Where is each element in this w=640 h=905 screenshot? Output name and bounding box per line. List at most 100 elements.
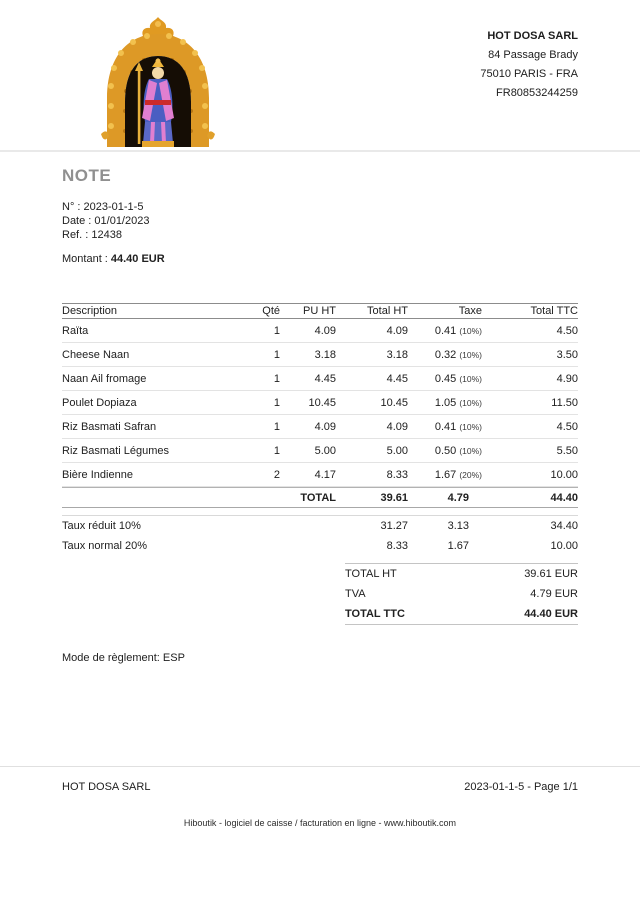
taxe-amount: 1.05 (434, 396, 457, 409)
cell-taxe: 1.67 (20%) (408, 469, 482, 481)
company-name: HOT DOSA SARL (487, 30, 578, 42)
grand-total-label: TOTAL TTC (345, 608, 405, 620)
header-pu-ht: PU HT (303, 305, 336, 317)
header-divider (0, 150, 640, 152)
grand-total-row-ttc: TOTAL TTC 44.40 EUR (345, 604, 578, 624)
document-ref-line: Ref. : 12438 (62, 229, 122, 241)
grand-total-value: 4.79 EUR (530, 588, 578, 600)
cell-pu-ht: 10.45 (308, 396, 336, 409)
cell-qty: 1 (273, 324, 280, 337)
table-row: Naan Ail fromage 1 4.45 4.45 0.45 (10%) … (62, 367, 578, 391)
cell-taxe: 1.05 (10%) (408, 397, 482, 409)
tax-summary-row: Taux réduit 10% 31.27 3.13 34.40 (62, 516, 578, 536)
cell-total-ht: 4.09 (386, 324, 408, 337)
cell-qty: 2 (273, 468, 280, 481)
cell-total-ht: 5.00 (386, 444, 408, 457)
document-date-line: Date : 01/01/2023 (62, 215, 150, 227)
tax-summary-section: Taux réduit 10% 31.27 3.13 34.40 Taux no… (62, 515, 578, 556)
cell-description: Poulet Dopiaza (62, 396, 137, 409)
tax-amount: 3.13 (447, 520, 469, 532)
footer-page-info: 2023-01-1-5 - Page 1/1 (464, 781, 578, 793)
taxe-amount: 0.45 (434, 372, 457, 385)
taxe-rate: (20%) (459, 469, 482, 480)
table-row: Poulet Dopiaza 1 10.45 10.45 1.05 (10%) … (62, 391, 578, 415)
footer-divider (0, 766, 640, 767)
total-ht-value: 39.61 (380, 491, 408, 504)
cell-qty: 1 (273, 420, 280, 433)
cell-total-ht: 4.09 (386, 420, 408, 433)
tax-total-ttc: 34.40 (550, 520, 578, 532)
cell-total-ht: 3.18 (386, 348, 408, 361)
company-vat-number: FR80853244259 (496, 87, 578, 99)
tax-amount: 1.67 (447, 540, 469, 552)
company-address-line1: 84 Passage Brady (488, 49, 578, 61)
table-row: Cheese Naan 1 3.18 3.18 0.32 (10%) 3.50 (62, 343, 578, 367)
taxe-amount: 0.32 (434, 348, 457, 361)
header-total-ttc: Total TTC (530, 305, 578, 317)
grand-total-row: TOTAL HT 39.61 EUR (345, 564, 578, 584)
cell-qty: 1 (273, 396, 280, 409)
cell-total-ttc: 10.00 (550, 468, 578, 481)
cell-qty: 1 (273, 444, 280, 457)
tax-summary-row: Taux normal 20% 8.33 1.67 10.00 (62, 536, 578, 556)
document-number-line: N° : 2023-01-1-5 (62, 201, 144, 213)
header-taxe: Taxe (458, 305, 482, 317)
tax-rate-label: Taux normal 20% (62, 540, 147, 552)
cell-total-ttc: 11.50 (551, 396, 578, 409)
footer-company-name: HOT DOSA SARL (62, 781, 151, 793)
table-header-row: Description Qté PU HT Total HT Taxe Tota… (62, 303, 578, 319)
software-credit-line: Hiboutik - logiciel de caisse / facturat… (183, 818, 457, 828)
total-label: TOTAL (300, 491, 336, 504)
table-row: Raïta 1 4.09 4.09 0.41 (10%) 4.50 (62, 319, 578, 343)
total-taxe-value: 4.79 (447, 491, 469, 504)
items-table: Description Qté PU HT Total HT Taxe Tota… (62, 303, 578, 625)
grand-total-label: TVA (345, 588, 366, 600)
table-row: Riz Basmati Légumes 1 5.00 5.00 0.50 (10… (62, 439, 578, 463)
company-address-line2: 75010 PARIS - FRA (480, 68, 578, 80)
cell-description: Bière Indienne (62, 468, 133, 481)
taxe-amount: 0.50 (434, 444, 457, 457)
header-total-ht: Total HT (367, 305, 408, 317)
taxe-amount: 0.41 (434, 420, 457, 433)
table-row: Riz Basmati Safran 1 4.09 4.09 0.41 (10%… (62, 415, 578, 439)
grand-total-label: TOTAL HT (345, 568, 397, 580)
taxe-rate: (10%) (459, 325, 482, 336)
amount-label: Montant : (62, 253, 108, 265)
cell-taxe: 0.41 (10%) (408, 421, 482, 433)
cell-total-ttc: 5.50 (556, 444, 578, 457)
taxe-rate: (10%) (459, 421, 482, 432)
grand-total-value: 44.40 EUR (524, 608, 578, 620)
tax-rate-label: Taux réduit 10% (62, 520, 141, 532)
cell-description: Naan Ail fromage (62, 372, 147, 385)
cell-pu-ht: 4.09 (314, 324, 336, 337)
taxe-rate: (10%) (459, 349, 482, 360)
document-info-block: N° : 2023-01-1-5 Date : 01/01/2023 Ref. … (62, 200, 149, 242)
tax-total-ttc: 10.00 (550, 540, 578, 552)
cell-pu-ht: 5.00 (314, 444, 336, 457)
cell-taxe: 0.32 (10%) (408, 349, 482, 361)
total-ttc-value: 44.40 (550, 491, 578, 504)
cell-pu-ht: 4.09 (314, 420, 336, 433)
cell-total-ht: 4.45 (386, 372, 408, 385)
cell-pu-ht: 4.17 (314, 468, 336, 481)
cell-description: Riz Basmati Safran (62, 420, 157, 433)
cell-total-ht: 8.33 (386, 468, 408, 481)
cell-pu-ht: 3.18 (314, 348, 336, 361)
taxe-amount: 0.41 (434, 324, 457, 337)
cell-total-ttc: 4.50 (556, 420, 578, 433)
cell-taxe: 0.45 (10%) (408, 373, 482, 385)
table-row: Bière Indienne 2 4.17 8.33 1.67 (20%) 10… (62, 463, 578, 487)
cell-qty: 1 (273, 348, 280, 361)
cell-pu-ht: 4.45 (314, 372, 336, 385)
grand-total-row: TVA 4.79 EUR (345, 584, 578, 604)
tax-base-ht: 8.33 (386, 540, 408, 552)
cell-description: Raïta (62, 324, 89, 337)
taxe-rate: (10%) (459, 397, 482, 408)
cell-taxe: 0.50 (10%) (408, 445, 482, 457)
company-block: HOT DOSA SARL 84 Passage Brady 75010 PAR… (480, 27, 578, 103)
amount-line: Montant :44.40 EUR (62, 253, 165, 265)
cell-description: Cheese Naan (62, 348, 130, 361)
cell-description: Riz Basmati Légumes (62, 444, 169, 457)
header-qty: Qté (262, 305, 280, 317)
